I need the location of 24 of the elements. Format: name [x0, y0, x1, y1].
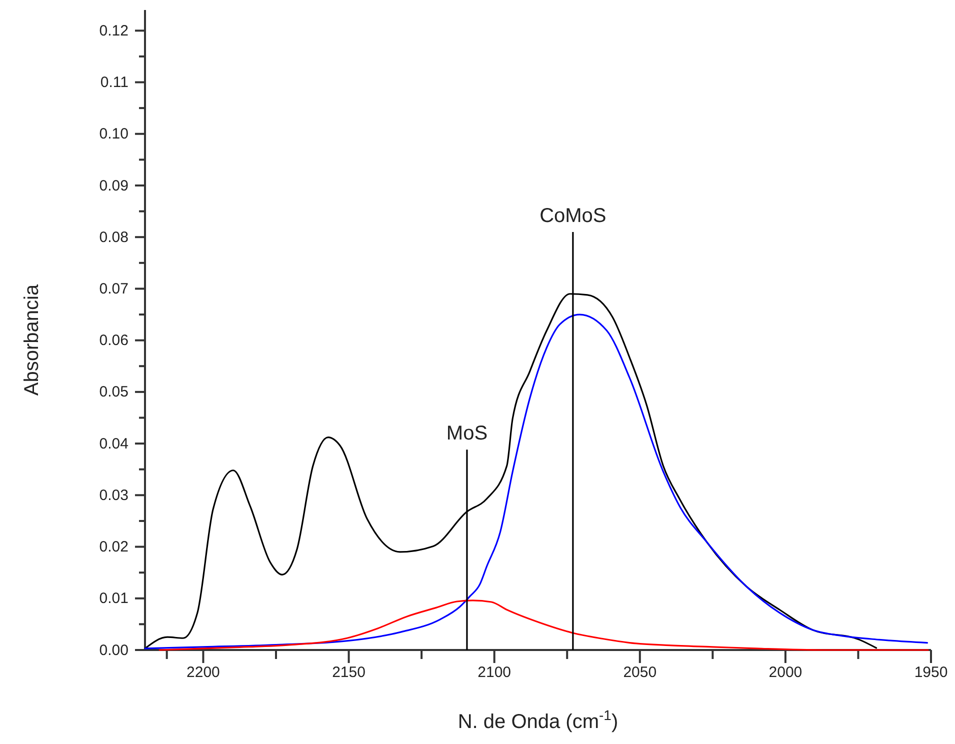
y-axis-title: Absorbancia [21, 284, 43, 396]
y-tick-label: 0.10 [99, 126, 128, 143]
y-tick-label: 0.08 [99, 228, 128, 246]
x-tick-label: 2050 [623, 664, 657, 681]
y-tick-label: 0.05 [99, 384, 128, 401]
y-tick-label: 0.00 [99, 642, 128, 659]
y-tick-label: 0.11 [100, 74, 128, 92]
y-tick-label: 0.12 [99, 22, 128, 40]
x-tick-label: 2150 [332, 664, 366, 681]
y-tick-label: 0.01 [99, 590, 128, 608]
x-tick-label: 2000 [768, 664, 802, 681]
y-tick-label: 0.04 [99, 435, 128, 452]
x-tick-label: 2200 [186, 664, 220, 681]
y-tick-label: 0.02 [99, 538, 128, 556]
y-tick-label: 0.03 [99, 486, 128, 504]
x-tick-label: 2100 [478, 664, 512, 681]
ref-line-label: MoS [446, 422, 488, 445]
y-tick-label: 0.09 [99, 177, 128, 194]
x-axis-title: N. de Onda (cm$^{-1}$) [458, 707, 618, 733]
ref-line-label: CoMoS [540, 205, 606, 228]
line-series [158, 600, 929, 651]
x-tick-label: 1950 [914, 664, 948, 681]
y-tick-label: 0.06 [99, 332, 128, 350]
y-tick-label: 0.07 [99, 280, 128, 298]
